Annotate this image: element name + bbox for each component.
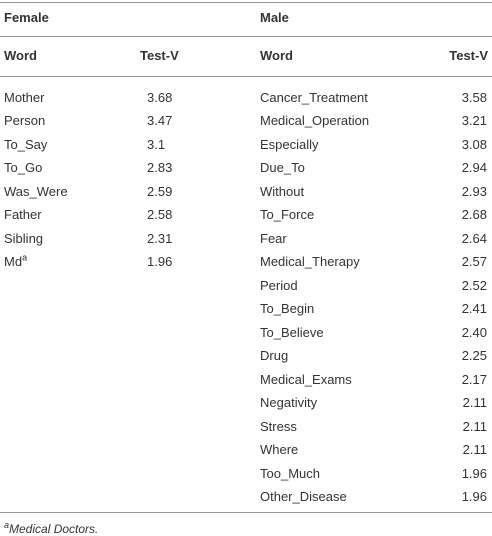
test-v-value: 2.94 bbox=[461, 160, 487, 176]
word: Fear bbox=[260, 230, 287, 246]
word-cell: Where bbox=[260, 442, 298, 458]
word: Other_Disease bbox=[260, 488, 347, 504]
rule bbox=[0, 2, 492, 3]
test-v-value: 2.64 bbox=[461, 230, 487, 246]
word: To_Go bbox=[4, 160, 43, 176]
word: To_Force bbox=[260, 207, 315, 223]
test-v-value: 2.59 bbox=[147, 183, 173, 199]
test-v-value: 2.11 bbox=[462, 418, 487, 434]
word: Md bbox=[4, 254, 23, 270]
word-cell: Especially bbox=[260, 137, 319, 153]
test-v-value: 2.57 bbox=[461, 254, 487, 270]
word: Where bbox=[260, 442, 299, 458]
test-v-value: 2.52 bbox=[461, 277, 487, 293]
word-cell: Was_Were bbox=[4, 184, 68, 200]
word: To_Believe bbox=[260, 324, 324, 340]
column-header: Test-V bbox=[449, 48, 488, 63]
test-v-value: 2.40 bbox=[461, 324, 487, 340]
word: Person bbox=[4, 113, 46, 129]
test-v-value: 3.1 bbox=[147, 136, 166, 152]
word: Mother bbox=[4, 90, 45, 105]
word-cell: Period bbox=[260, 278, 298, 294]
word-cell: Sibling bbox=[4, 231, 43, 247]
column-header: Word bbox=[4, 48, 37, 63]
test-v-value: 2.58 bbox=[147, 207, 173, 223]
rule bbox=[0, 512, 492, 513]
word: Too_Much bbox=[260, 465, 320, 481]
test-v-value: 3.58 bbox=[461, 90, 487, 105]
word-cell: Without bbox=[260, 184, 304, 200]
word: Drug bbox=[260, 348, 289, 364]
word: Negativity bbox=[260, 395, 318, 411]
word-cell: Fear bbox=[260, 231, 287, 247]
word-cell: To_Begin bbox=[260, 301, 314, 317]
word: Period bbox=[260, 277, 298, 293]
word-cell: To_Go bbox=[4, 160, 42, 176]
test-v-value: 2.83 bbox=[147, 160, 173, 176]
word-cell: Medical_Therapy bbox=[260, 254, 360, 270]
word-cell: Drug bbox=[260, 348, 288, 364]
word: Medical_Operation bbox=[260, 113, 370, 129]
word-cell: To_Believe bbox=[260, 325, 324, 341]
test-v-value: 3.21 bbox=[461, 113, 487, 129]
word-cell: Negativity bbox=[260, 395, 317, 411]
word: Sibling bbox=[4, 230, 44, 246]
word: Due_To bbox=[260, 160, 305, 176]
test-v-value: 3.08 bbox=[461, 136, 487, 152]
word-cell: Person bbox=[4, 113, 45, 129]
rule bbox=[0, 36, 492, 37]
word: Was_Were bbox=[4, 183, 68, 199]
word: To_Begin bbox=[260, 301, 315, 317]
column-header: Test-V bbox=[140, 48, 179, 63]
word: Without bbox=[260, 183, 305, 199]
word-cell: Due_To bbox=[260, 160, 305, 176]
test-v-value: 2.68 bbox=[461, 207, 487, 223]
test-v-value: 2.17 bbox=[461, 371, 487, 387]
word-cell: Mother bbox=[4, 90, 44, 106]
word-cell: Mda bbox=[4, 252, 28, 270]
rule bbox=[0, 76, 492, 77]
word: Stress bbox=[260, 418, 297, 434]
test-v-value: 1.96 bbox=[147, 254, 173, 270]
word: Medical_Exams bbox=[260, 371, 352, 387]
test-v-value: 2.25 bbox=[461, 348, 487, 364]
word: To_Say bbox=[4, 136, 48, 152]
word-cell: Father bbox=[4, 207, 42, 223]
test-v-value: 2.41 bbox=[461, 301, 487, 317]
word-cell: Stress bbox=[260, 419, 297, 435]
word-cell: Medical_Operation bbox=[260, 113, 369, 129]
test-v-value: 1.96 bbox=[461, 465, 487, 481]
test-v-value: 1.96 bbox=[461, 488, 487, 504]
footnote-marker: a bbox=[4, 520, 10, 530]
test-v-value: 2.11 bbox=[462, 442, 487, 458]
word-cell: Medical_Exams bbox=[260, 372, 352, 388]
test-v-value: 2.11 bbox=[462, 395, 487, 411]
group-title: Male bbox=[260, 10, 289, 25]
word: Cancer_Treatment bbox=[260, 90, 368, 105]
test-v-value: 2.93 bbox=[461, 183, 487, 199]
note-marker: a bbox=[22, 252, 28, 263]
word-cell: Too_Much bbox=[260, 466, 320, 482]
word-cell: To_Force bbox=[260, 207, 314, 223]
word-cell: To_Say bbox=[4, 137, 47, 153]
group-title: Female bbox=[4, 10, 49, 25]
word: Father bbox=[4, 207, 42, 223]
test-v-value: 2.31 bbox=[147, 230, 173, 246]
footnote: aMedical Doctors. bbox=[4, 521, 98, 536]
word-cell: Cancer_Treatment bbox=[260, 90, 368, 106]
word: Medical_Therapy bbox=[260, 254, 360, 270]
footnote-text: Medical Doctors. bbox=[9, 522, 99, 536]
test-v-value: 3.68 bbox=[147, 90, 173, 105]
test-v-value: 3.47 bbox=[147, 113, 173, 129]
word-cell: Other_Disease bbox=[260, 489, 347, 505]
column-header: Word bbox=[260, 48, 293, 63]
word: Especially bbox=[260, 136, 319, 152]
